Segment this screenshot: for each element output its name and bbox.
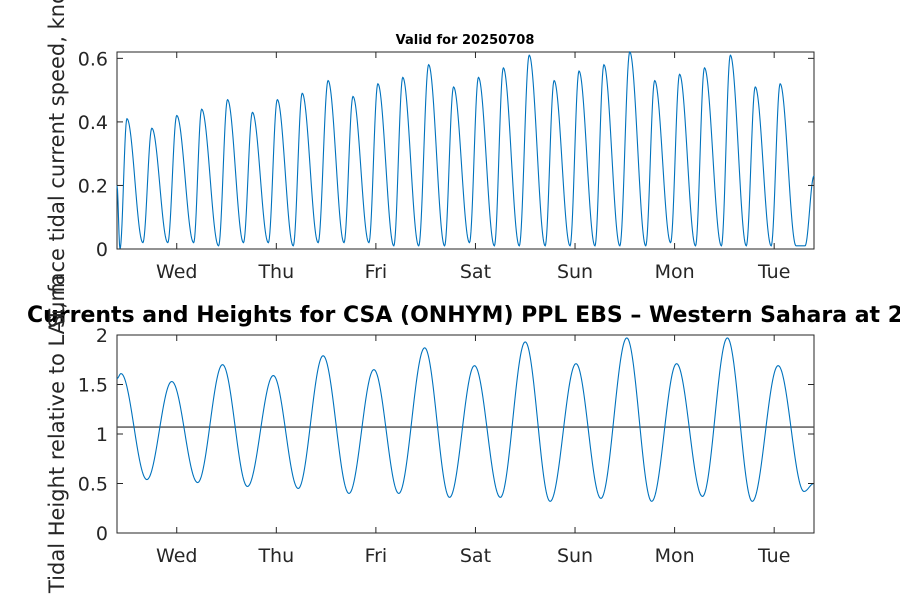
top-x-tick-label: Mon bbox=[655, 261, 695, 283]
top-y-tick-label: 0.2 bbox=[78, 175, 108, 197]
top-x-axis: Wed Thu Fri Sat Sun Mon Tue bbox=[156, 52, 790, 283]
main-chart-title: Currents and Heights for CSA (ONHYM) PPL… bbox=[27, 303, 900, 328]
bottom-y-tick-label: 2 bbox=[96, 325, 108, 347]
top-chart-title: Valid for 20250708 bbox=[396, 33, 535, 48]
bottom-x-tick-label: Thu bbox=[257, 545, 294, 567]
top-y-tick-label: 0.4 bbox=[78, 112, 108, 134]
top-x-tick-label: Sun bbox=[557, 261, 593, 283]
bottom-plot-area bbox=[116, 334, 815, 534]
bottom-x-axis: Wed Thu Fri Sat Sun Mon Tue bbox=[156, 335, 790, 567]
bottom-x-tick-label: Mon bbox=[655, 545, 695, 567]
top-current-speed-line bbox=[116, 51, 815, 250]
bottom-y-tick-label: 1.5 bbox=[78, 375, 108, 397]
top-x-tick-label: Wed bbox=[156, 261, 197, 283]
bottom-y-tick-label: 0 bbox=[96, 523, 108, 545]
bottom-y-tick-label: 0.5 bbox=[78, 474, 108, 496]
bottom-x-tick-label: Fri bbox=[365, 545, 388, 567]
top-y-tick-label: 0 bbox=[96, 239, 108, 261]
top-x-tick-label: Fri bbox=[365, 261, 388, 283]
bottom-y-axis: 0 0.5 1 1.5 2 bbox=[78, 325, 814, 545]
bottom-x-tick-label: Sat bbox=[460, 545, 491, 567]
top-y-axis-label: Surface tidal current speed, knots bbox=[45, 0, 69, 328]
top-x-tick-label: Sat bbox=[460, 261, 491, 283]
top-y-axis: 0 0.2 0.4 0.6 bbox=[78, 48, 814, 261]
bottom-x-tick-label: Wed bbox=[156, 545, 197, 567]
bottom-x-tick-label: Tue bbox=[757, 545, 790, 567]
top-x-tick-label: Tue bbox=[757, 261, 790, 283]
bottom-x-tick-label: Sun bbox=[557, 545, 593, 567]
top-x-tick-label: Thu bbox=[257, 261, 294, 283]
bottom-y-tick-label: 1 bbox=[96, 424, 108, 446]
bottom-y-axis-label: Tidal Height relative to LAT, m bbox=[45, 275, 69, 594]
top-y-tick-label: 0.6 bbox=[78, 48, 108, 70]
bottom-tidal-height-line bbox=[116, 337, 815, 502]
